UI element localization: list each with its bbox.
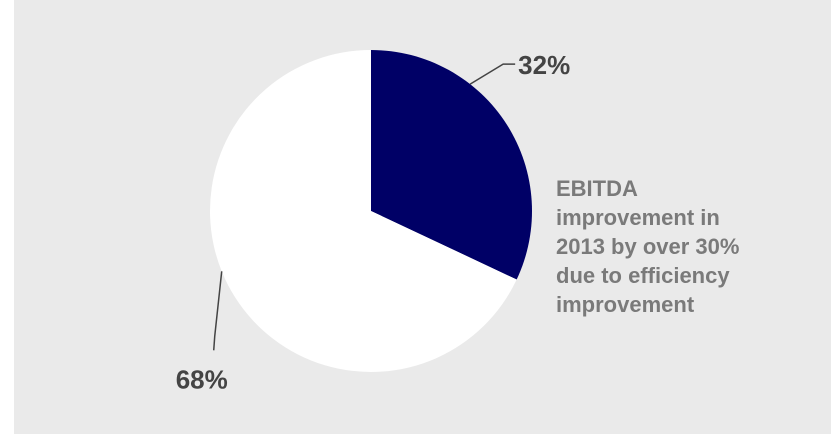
- leader-line-32pct: [469, 63, 516, 85]
- leader-lines: [212, 63, 516, 351]
- chart-annotation: EBITDA improvement in 2013 by over 30% d…: [556, 176, 740, 317]
- slice-label-32pct: 32%: [518, 50, 570, 80]
- pie-slice-32pct: [371, 50, 532, 280]
- pie-slices: [210, 50, 532, 373]
- slice-labels: 32% 68%: [176, 50, 570, 394]
- pie-slice-68pct: [210, 50, 517, 373]
- slice-label-68pct: 68%: [176, 364, 228, 394]
- leader-line-68pct: [212, 271, 223, 351]
